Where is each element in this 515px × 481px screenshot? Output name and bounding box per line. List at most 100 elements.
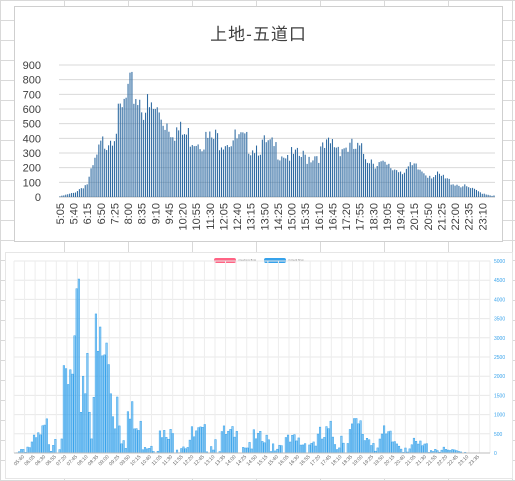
x-tick-label: 22:00 [450,203,462,231]
x-tick-label: 23:35 [468,454,481,467]
x-tick-label: 11:05 [151,454,164,467]
bar [385,433,388,454]
legend-swatch-previous [214,257,237,263]
x-tick-label: 10:15 [129,454,142,467]
bar [188,439,191,454]
bar [304,443,307,454]
bar [433,177,435,197]
bar [109,140,112,197]
bar [115,133,117,197]
y-tick-label: 5000 [494,259,505,265]
bar [158,112,160,197]
y-tick-label: 1000 [494,413,505,419]
bar [233,436,236,454]
bar [185,134,187,197]
bar [292,153,295,197]
bar [86,353,89,454]
bar [197,144,199,197]
y-tick-label: 4000 [494,297,505,303]
bar [263,442,266,454]
x-tick-label: 16:55 [298,454,311,467]
bar [131,401,134,454]
bar [201,151,203,197]
bar [450,184,452,197]
bar [171,433,174,454]
bar [255,145,258,197]
bar [425,443,428,454]
bar [79,412,83,454]
bar [122,440,125,454]
bar [84,185,86,197]
legend-item-previous[interactable]: previous flow [214,257,256,263]
bar [166,123,168,197]
x-tick-label: 11:30 [161,454,174,467]
bar [366,162,368,197]
bar [435,175,437,197]
bar [77,278,80,454]
bar [39,434,42,454]
x-tick-label: 10:55 [191,203,203,231]
bar [442,174,444,197]
bar [423,173,425,197]
bar [279,160,281,197]
bar [107,364,110,454]
bar [73,192,75,197]
bar [135,99,137,197]
bar [359,420,362,454]
bar [94,313,97,454]
bar [178,130,180,197]
bar [61,195,63,197]
bar [357,423,360,454]
bar [357,142,359,197]
bar [145,112,147,197]
bar [263,135,265,197]
bar [135,428,138,454]
bar [392,170,394,197]
bar [96,154,98,197]
bar [261,139,263,197]
bar [116,396,119,454]
bar [220,431,223,454]
bar [195,430,198,454]
bar [333,147,335,197]
bar [62,365,65,454]
bar [63,195,65,197]
bar [285,158,287,197]
bar [333,444,337,454]
bar [189,146,191,197]
x-tick-label: 15:35 [300,203,312,231]
bar [193,146,195,197]
bar [487,194,489,197]
bar [384,161,386,197]
bar [230,146,232,197]
bar [22,449,25,454]
bar [276,448,279,454]
bar [172,137,174,197]
x-tick-label: 17:20 [341,203,353,231]
bar [162,125,164,197]
bar [244,133,246,197]
bar [391,441,394,454]
bar [183,134,186,197]
bar [225,434,228,454]
y-tick-label: 300 [23,148,41,160]
bar [300,157,302,197]
legend-item-current[interactable]: current flow [264,257,304,263]
bar [417,169,419,197]
bar [440,175,442,197]
x-tick-label: 10:20 [178,203,190,231]
bar [148,448,151,454]
bar [361,143,363,197]
bar [283,157,285,197]
bar [361,434,364,454]
bar [259,431,262,454]
bar [158,430,161,454]
bar [278,444,281,454]
bar [265,142,267,197]
bar [388,163,390,197]
bar [277,159,279,197]
bar [156,107,158,197]
x-tick-label: 08:10 [76,454,89,467]
chart-panel-top[interactable]: 上地-五道口 0 100 200 300 400 500 600 700 800 900 5:05 5… [14,6,503,242]
chart-panel-bottom[interactable]: previous flow current flow 0 500 1000 1500 2… [5,252,513,479]
